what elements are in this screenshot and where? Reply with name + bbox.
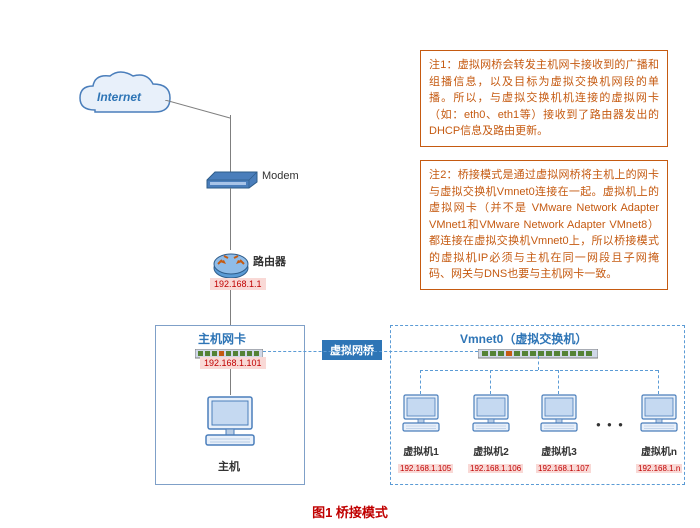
router-ip: 192.168.1.1 — [210, 278, 266, 290]
vconn — [420, 370, 421, 394]
vconn — [490, 370, 491, 394]
vm-ip: 192.168.1.106 — [468, 464, 523, 473]
vm-item: 虚拟机2 192.168.1.106 — [468, 394, 514, 476]
host-pc — [200, 395, 260, 460]
vm-label: 虚拟机n — [636, 443, 682, 458]
vm-label: 虚拟机3 — [536, 443, 582, 458]
conn-line — [230, 290, 231, 325]
host-ip: 192.168.1.101 — [200, 357, 266, 369]
router-label: 路由器 — [253, 253, 286, 269]
pc-icon — [637, 394, 681, 438]
vm-item: 虚拟机n 192.168.1.n — [636, 394, 682, 476]
vconn — [538, 356, 539, 370]
host-nic-label: 主机网卡 — [198, 330, 246, 347]
vm-ip: 192.168.1.107 — [536, 464, 591, 473]
note1: 注1：虚拟网桥会转发主机网卡接收到的广播和组播信息，以及目标为虚拟交换机网段的单… — [420, 50, 668, 147]
note2: 注2：桥接模式是通过虚拟网桥将主机上的网卡与虚拟交换机Vmnet0连接在一起。虚… — [420, 160, 668, 290]
vm-label: 虚拟机1 — [398, 443, 444, 458]
bridge-tag: 虚拟网桥 — [322, 340, 382, 360]
caption: 图1 桥接模式 — [0, 502, 700, 521]
modem-label: Modem — [262, 170, 299, 182]
conn-line — [230, 188, 231, 250]
conn-line — [230, 369, 231, 395]
pc-icon — [537, 394, 581, 438]
vswitch-label: Vmnet0（虚拟交换机） — [460, 330, 587, 347]
pc-icon — [399, 394, 443, 438]
vm-ip: 192.168.1.n — [636, 464, 682, 473]
vm-label: 虚拟机2 — [468, 443, 514, 458]
pc-icon — [469, 394, 513, 438]
internet-label: Internet — [97, 90, 141, 104]
vbus — [420, 370, 658, 371]
vm-ip: 192.168.1.105 — [398, 464, 453, 473]
modem-device — [205, 170, 260, 195]
ellipsis: ● ● ● — [596, 420, 625, 429]
vm-item: 虚拟机1 192.168.1.105 — [398, 394, 444, 476]
conn-diag — [165, 100, 235, 135]
internet-cloud: Internet — [75, 70, 175, 130]
host-label: 主机 — [218, 458, 240, 474]
vconn — [658, 370, 659, 394]
vm-item: 虚拟机3 192.168.1.107 — [536, 394, 582, 476]
vconn — [558, 370, 559, 394]
